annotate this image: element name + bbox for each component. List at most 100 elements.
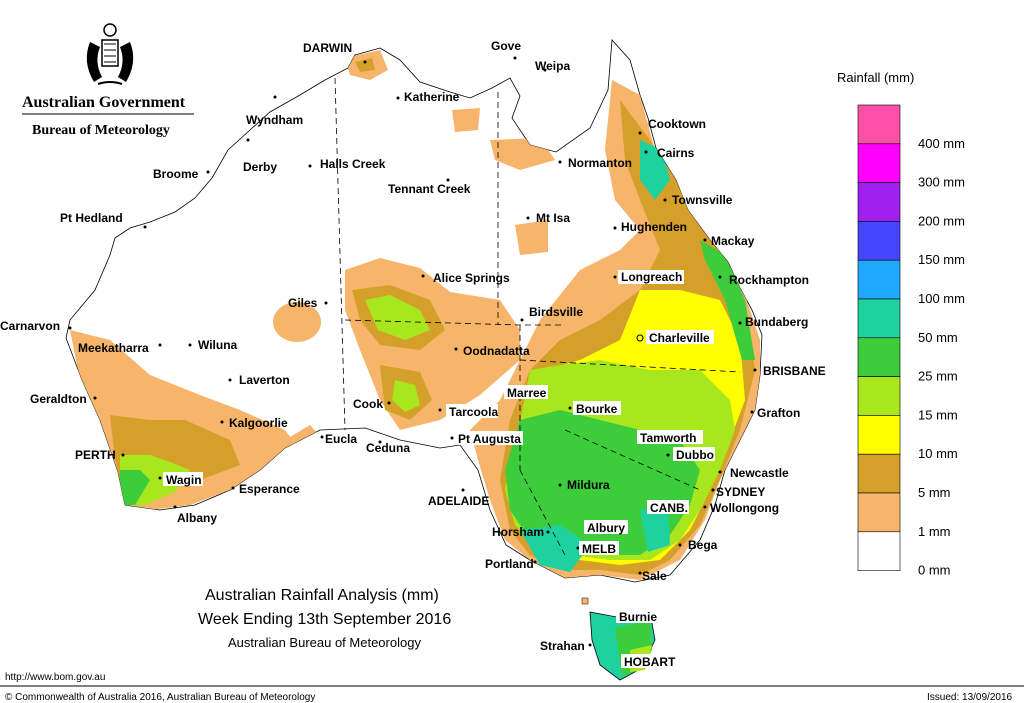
label-strahan: Strahan (540, 639, 585, 653)
bom-title: Bureau of Meteorology (32, 123, 170, 138)
legend-swatch (857, 104, 901, 145)
state-borders (334, 77, 741, 556)
label-kalgoorlie: Kalgoorlie (229, 416, 288, 430)
label-carnarvon: Carnarvon (0, 319, 60, 333)
label-cairns: Cairns (657, 146, 695, 160)
legend-label: 25 mm (918, 369, 958, 384)
label-darwin: DARWIN (303, 41, 352, 55)
place-labels: DARWIN Gove Weipa Katherine Wyndham Cook… (0, 39, 826, 669)
footer-copyright: © Commonwealth of Australia 2016, Austra… (5, 692, 315, 703)
label-tennant-creek: Tennant Creek (388, 182, 471, 196)
label-wagin: Wagin (166, 473, 202, 487)
legend-label: 0 mm (918, 563, 951, 578)
footer-issued: Issued: 13/09/2016 (927, 692, 1013, 703)
label-newcastle: Newcastle (730, 466, 789, 480)
legend-title: Rainfall (mm) (837, 70, 914, 85)
legend-label: 5 mm (918, 485, 951, 500)
label-pt-hedland: Pt Hedland (60, 211, 123, 225)
label-perth: PERTH (75, 448, 116, 462)
legend-label: 400 mm (918, 136, 965, 151)
label-canberra: CANB. (650, 501, 688, 515)
label-weipa: Weipa (535, 59, 570, 73)
label-wollongong: Wollongong (710, 501, 779, 515)
label-wiluna: Wiluna (198, 338, 238, 352)
label-gove: Gove (491, 39, 521, 53)
label-brisbane: BRISBANE (763, 364, 826, 378)
label-eucla: Eucla (325, 432, 357, 446)
legend-label: 50 mm (918, 330, 958, 345)
legend-swatch (857, 531, 901, 571)
legend-swatch (857, 298, 901, 339)
label-adelaide: ADELAIDE (428, 494, 489, 508)
legend-swatches: 400 mm 300 mm 200 mm 150 mm 100 mm 50 mm 25 mm… (857, 104, 965, 578)
label-tamworth: Tamworth (640, 431, 696, 445)
label-townsville: Townsville (672, 193, 733, 207)
label-mt-isa: Mt Isa (536, 211, 570, 225)
label-alice-springs: Alice Springs (433, 271, 510, 285)
legend-label: 200 mm (918, 213, 965, 228)
coat-of-arms-logo (86, 23, 134, 85)
label-horsham: Horsham (492, 525, 544, 539)
legend-swatch (857, 415, 901, 455)
label-mildura: Mildura (567, 478, 610, 492)
legend-label: 300 mm (918, 175, 965, 190)
label-mackay: Mackay (711, 234, 755, 248)
label-birdsville: Birdsville (529, 305, 583, 319)
label-bega: Bega (688, 538, 718, 552)
label-hobart: HOBART (624, 655, 676, 669)
label-tarcoola: Tarcoola (449, 405, 498, 419)
legend-label: 1 mm (918, 524, 951, 539)
label-geraldton: Geraldton (30, 392, 87, 406)
label-broome: Broome (153, 167, 199, 181)
label-rockhampton: Rockhampton (729, 273, 809, 287)
label-hughenden: Hughenden (621, 220, 687, 234)
map-source: Australian Bureau of Meteorology (228, 635, 421, 650)
legend-label: 100 mm (918, 291, 965, 306)
legend-swatch (857, 376, 901, 416)
label-charleville: Charleville (649, 331, 710, 345)
legend-label: 150 mm (918, 252, 965, 267)
rainfall-shading (70, 50, 760, 580)
label-portland: Portland (485, 557, 534, 571)
legend-swatch (857, 453, 901, 494)
legend-swatch (857, 259, 901, 300)
label-katherine: Katherine (404, 90, 460, 104)
label-giles: Giles (288, 296, 318, 310)
label-albury: Albury (587, 521, 625, 535)
legend-swatch (857, 337, 901, 377)
label-sale: Sale (642, 569, 667, 583)
label-derby: Derby (243, 160, 277, 174)
label-ceduna: Ceduna (366, 441, 410, 455)
legend-label: 10 mm (918, 446, 958, 461)
label-bourke: Bourke (576, 402, 618, 416)
legend-swatch (857, 492, 901, 533)
label-cooktown: Cooktown (648, 117, 706, 131)
label-cook: Cook (353, 397, 383, 411)
legend-swatch (857, 143, 901, 183)
label-melbourne: MELB (582, 542, 616, 556)
label-longreach: Longreach (621, 270, 682, 284)
label-sydney: SYDNEY (716, 485, 765, 499)
map-subtitle: Week Ending 13th September 2016 (198, 611, 451, 628)
map-title: Australian Rainfall Analysis (mm) (205, 587, 439, 604)
label-bundaberg: Bundaberg (745, 315, 808, 329)
label-laverton: Laverton (239, 373, 290, 387)
legend-swatch (857, 221, 901, 261)
label-burnie: Burnie (619, 610, 657, 624)
label-albany: Albany (177, 511, 217, 525)
legend-swatch (857, 182, 901, 222)
legend: Rainfall (mm) 400 mm 300 mm 200 mm 150 mm 10… (837, 70, 965, 578)
label-marree: Marree (507, 386, 547, 400)
legend-label: 15 mm (918, 407, 958, 422)
label-pt-augusta: Pt Augusta (458, 432, 521, 446)
label-meekatharra: Meekatharra (78, 341, 149, 355)
label-dubbo: Dubbo (676, 448, 714, 462)
footer-url: http://www.bom.gov.au (5, 672, 105, 683)
label-halls-creek: Halls Creek (320, 157, 386, 171)
label-grafton: Grafton (757, 406, 800, 420)
gov-title: Australian Government (22, 94, 186, 111)
label-normanton: Normanton (568, 156, 632, 170)
label-wyndham: Wyndham (246, 113, 303, 127)
label-esperance: Esperance (239, 482, 300, 496)
